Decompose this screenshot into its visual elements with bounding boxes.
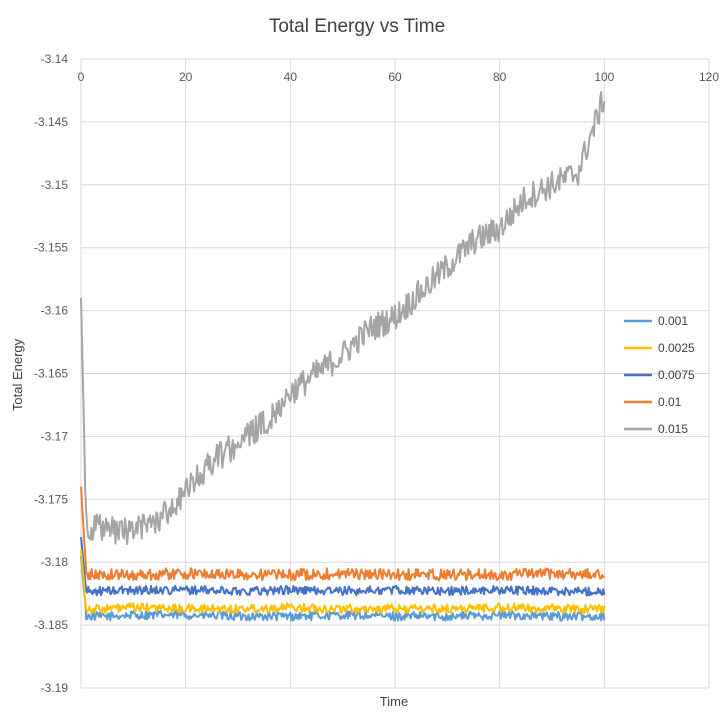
- y-tick-label: -3.14: [41, 52, 69, 66]
- series-line-0-001: [80, 555, 606, 622]
- x-tick-label: 80: [493, 70, 507, 84]
- legend-label: 0.0025: [658, 341, 695, 355]
- x-axis-title: Time: [380, 694, 408, 709]
- y-tick-label: -3.19: [41, 681, 69, 695]
- legend-label: 0.0075: [658, 368, 695, 382]
- x-tick-label: 120: [699, 70, 719, 84]
- gridlines: [80, 58, 710, 689]
- x-tick-label: 100: [594, 70, 614, 84]
- series-line-0-0075: [80, 536, 606, 597]
- y-tick-label: -3.18: [41, 555, 69, 569]
- y-tick-label: -3.15: [41, 178, 69, 192]
- y-tick-label: -3.145: [34, 115, 68, 129]
- legend-label: 0.001: [658, 314, 688, 328]
- x-tick-label: 40: [284, 70, 298, 84]
- y-tick-label: -3.155: [34, 241, 68, 255]
- series-line-0-0025: [80, 549, 606, 615]
- series-line-0-01: [80, 486, 605, 582]
- legend-label: 0.01: [658, 395, 682, 409]
- y-tick-label: -3.175: [34, 492, 68, 506]
- y-tick-label: -3.165: [34, 367, 68, 381]
- chart-title: Total Energy vs Time: [269, 16, 445, 37]
- x-tick-label: 20: [179, 70, 193, 84]
- y-tick-label: -3.16: [41, 304, 69, 318]
- legend-label: 0.015: [658, 422, 688, 436]
- y-axis-title: Total Energy: [10, 338, 25, 411]
- x-tick-label: 0: [78, 70, 85, 84]
- y-tick-label: -3.185: [34, 618, 68, 632]
- x-tick-label: 60: [388, 70, 402, 84]
- tick-labels: -3.14 -3.145 -3.15 -3.155 -3.16 -3.165 -3.17 -3…: [34, 52, 719, 695]
- legend: 0.001 0.0025 0.0075 0.01 0.015: [624, 314, 695, 436]
- series-line-0-015: [80, 91, 606, 546]
- y-tick-label: -3.17: [41, 429, 69, 443]
- series-lines: [80, 91, 606, 622]
